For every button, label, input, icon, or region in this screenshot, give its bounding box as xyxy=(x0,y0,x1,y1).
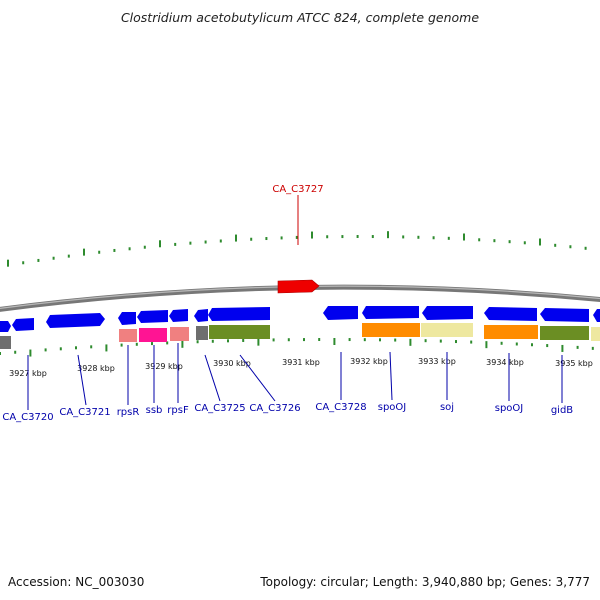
gene-CA_C3721-arrow[interactable] xyxy=(46,313,105,328)
forward-genes xyxy=(0,306,600,332)
accession-label: Accession: NC_003030 xyxy=(8,575,145,589)
kbp-label: 3929 kbp xyxy=(145,362,183,371)
gene-spoOJ-2-arrow[interactable] xyxy=(484,307,537,321)
gene-spoOJ-1-arrow[interactable] xyxy=(362,306,419,319)
gene-label[interactable]: rpsR xyxy=(117,407,140,418)
gene-rpsF-arrow[interactable] xyxy=(169,309,188,322)
gene-label[interactable]: gidB xyxy=(551,405,573,416)
kbp-label: 3930 kbp xyxy=(213,359,251,368)
gene-label-leader xyxy=(77,354,87,406)
cog-bar-left-gray xyxy=(0,336,11,349)
gene-CA_C3719-arrow[interactable] xyxy=(0,321,11,332)
cog-bar-rpsF xyxy=(170,327,189,341)
kbp-label: 3935 kbp xyxy=(555,359,593,368)
kbp-label: 3932 kbp xyxy=(350,357,388,366)
highlight-gene-label[interactable]: CA_C3727 xyxy=(272,184,323,195)
gene-CA_C3720-arrow[interactable] xyxy=(12,318,34,331)
kbp-label: 3931 kbp xyxy=(282,358,320,367)
kbp-label: 3928 kbp xyxy=(77,364,115,373)
gene-label[interactable]: soj xyxy=(440,402,454,413)
gene-CA_C3725-arrow[interactable] xyxy=(194,309,208,322)
gene-CA_C3727-arrow[interactable] xyxy=(277,279,320,294)
gene-soj-arrow[interactable] xyxy=(422,306,473,320)
kbp-label: 3934 kbp xyxy=(486,358,524,367)
gene-label[interactable]: CA_C3720 xyxy=(2,412,53,423)
gene-label-leader xyxy=(204,354,221,402)
cog-bar-ssb xyxy=(139,328,167,342)
gene-label[interactable]: CA_C3721 xyxy=(59,407,110,418)
cog-bar-gidB xyxy=(540,326,589,340)
cog-bar-rpsR xyxy=(119,329,137,342)
upper-gc-ticks xyxy=(7,231,587,267)
gene-label[interactable]: CA_C3726 xyxy=(249,403,300,414)
gene-label[interactable]: CA_C3725 xyxy=(194,403,245,414)
gene-gidB-arrow[interactable] xyxy=(540,308,589,322)
cog-bar-right-khaki xyxy=(591,327,600,341)
cog-bar-CA_C3726 xyxy=(209,325,270,339)
gene-ssb-arrow[interactable] xyxy=(137,310,168,323)
gene-label[interactable]: spoOJ xyxy=(495,403,524,414)
cog-bar-soj xyxy=(421,323,473,337)
genome-summary: Topology: circular; Length: 3,940,880 bp… xyxy=(260,575,590,589)
gene-label[interactable]: rpsF xyxy=(167,405,189,416)
cog-bars xyxy=(0,323,600,349)
gene-label[interactable]: spoOJ xyxy=(378,402,407,413)
gene-edge-right-arrow[interactable] xyxy=(593,309,600,322)
cog-bar-spoOJ-1 xyxy=(362,323,420,337)
gene-label-leader xyxy=(239,354,276,402)
cog-bar-spoOJ-2 xyxy=(484,325,538,339)
gene-CA_C3726-arrow[interactable] xyxy=(208,307,270,321)
gene-labels: CA_C3720 CA_C3721 rpsR ssb rpsF CA_C3725 CA_C3… xyxy=(2,343,573,423)
gene-CA_C3728-arrow[interactable] xyxy=(323,306,358,320)
lower-gc-ticks xyxy=(0,338,594,357)
gene-label[interactable]: ssb xyxy=(146,405,163,416)
map-title: Clostridium acetobutylicum ATCC 824, com… xyxy=(120,10,480,25)
gene-label-leader xyxy=(389,351,393,401)
kbp-label: 3933 kbp xyxy=(418,357,456,366)
gene-rpsR-arrow[interactable] xyxy=(118,312,136,325)
cog-bar-CA_C3725 xyxy=(196,326,208,340)
gene-label[interactable]: CA_C3728 xyxy=(315,402,366,413)
